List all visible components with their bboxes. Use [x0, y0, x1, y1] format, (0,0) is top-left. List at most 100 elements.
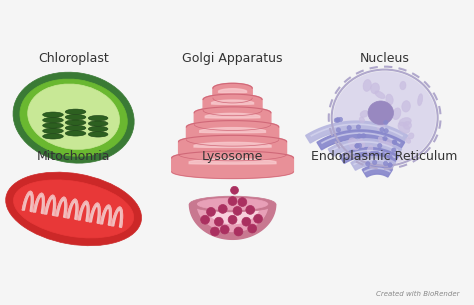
Ellipse shape	[378, 137, 385, 145]
Polygon shape	[78, 201, 89, 221]
Ellipse shape	[13, 180, 134, 238]
Ellipse shape	[248, 224, 256, 233]
Ellipse shape	[377, 122, 384, 130]
Ellipse shape	[384, 129, 388, 133]
Ellipse shape	[392, 140, 397, 144]
Ellipse shape	[338, 117, 343, 122]
Text: Nucleus: Nucleus	[360, 52, 410, 65]
Ellipse shape	[360, 110, 369, 117]
Polygon shape	[203, 94, 262, 116]
Ellipse shape	[408, 133, 414, 139]
Ellipse shape	[392, 148, 396, 152]
Ellipse shape	[383, 120, 388, 125]
Ellipse shape	[373, 151, 377, 156]
Ellipse shape	[357, 143, 362, 148]
Ellipse shape	[214, 217, 223, 226]
Polygon shape	[67, 199, 78, 219]
Ellipse shape	[334, 118, 338, 122]
Polygon shape	[213, 83, 252, 103]
Polygon shape	[194, 142, 271, 147]
Polygon shape	[351, 156, 395, 170]
Ellipse shape	[65, 109, 86, 114]
Polygon shape	[194, 107, 271, 131]
Ellipse shape	[336, 118, 340, 122]
Polygon shape	[200, 127, 265, 133]
Polygon shape	[34, 193, 44, 214]
Polygon shape	[339, 148, 399, 163]
Polygon shape	[179, 135, 287, 161]
Ellipse shape	[375, 152, 380, 156]
Ellipse shape	[43, 123, 64, 128]
Ellipse shape	[388, 163, 392, 167]
Ellipse shape	[373, 160, 377, 165]
Ellipse shape	[43, 134, 64, 139]
Ellipse shape	[405, 138, 410, 143]
Ellipse shape	[386, 139, 394, 146]
Ellipse shape	[13, 72, 134, 163]
Ellipse shape	[388, 155, 392, 159]
Ellipse shape	[358, 139, 365, 147]
Polygon shape	[317, 130, 405, 150]
Ellipse shape	[370, 151, 374, 156]
Polygon shape	[90, 203, 100, 223]
Ellipse shape	[355, 144, 359, 148]
Polygon shape	[328, 139, 401, 157]
Ellipse shape	[336, 128, 341, 132]
Ellipse shape	[368, 101, 393, 124]
Ellipse shape	[207, 207, 215, 216]
Polygon shape	[205, 204, 260, 224]
Ellipse shape	[246, 206, 255, 214]
Polygon shape	[22, 191, 33, 212]
Ellipse shape	[348, 138, 359, 150]
Text: Golgi Apparatus: Golgi Apparatus	[182, 52, 283, 65]
Polygon shape	[205, 113, 260, 118]
Ellipse shape	[365, 162, 370, 166]
Ellipse shape	[234, 227, 243, 236]
Ellipse shape	[254, 214, 263, 223]
Polygon shape	[100, 205, 111, 225]
Ellipse shape	[197, 198, 268, 210]
Ellipse shape	[201, 215, 210, 224]
Ellipse shape	[220, 225, 229, 234]
Polygon shape	[211, 100, 254, 104]
Ellipse shape	[65, 120, 86, 125]
Text: Mitochonria: Mitochonria	[37, 150, 110, 163]
Polygon shape	[362, 165, 392, 177]
Polygon shape	[172, 151, 293, 178]
Ellipse shape	[355, 144, 359, 148]
Ellipse shape	[381, 152, 385, 157]
Ellipse shape	[400, 81, 406, 90]
Ellipse shape	[65, 125, 86, 131]
Text: Created with BioRender: Created with BioRender	[376, 291, 459, 297]
Ellipse shape	[392, 108, 401, 120]
Ellipse shape	[231, 186, 238, 194]
Ellipse shape	[375, 91, 385, 99]
Ellipse shape	[88, 132, 108, 137]
Ellipse shape	[383, 161, 388, 166]
Ellipse shape	[392, 140, 397, 144]
Text: Endoplasmic Reticulum: Endoplasmic Reticulum	[311, 150, 458, 163]
Ellipse shape	[27, 84, 119, 149]
Ellipse shape	[359, 117, 365, 123]
Ellipse shape	[356, 125, 361, 129]
Ellipse shape	[402, 101, 410, 112]
Ellipse shape	[43, 128, 64, 134]
Ellipse shape	[65, 131, 86, 136]
Ellipse shape	[398, 122, 410, 133]
Ellipse shape	[362, 134, 366, 138]
Ellipse shape	[43, 112, 64, 117]
Polygon shape	[306, 121, 408, 143]
Ellipse shape	[233, 206, 242, 215]
Ellipse shape	[363, 80, 371, 92]
Text: Lysosome: Lysosome	[202, 150, 263, 163]
Ellipse shape	[65, 114, 86, 120]
Ellipse shape	[88, 121, 108, 126]
Ellipse shape	[219, 205, 227, 213]
Ellipse shape	[403, 121, 411, 129]
Polygon shape	[45, 195, 55, 216]
Polygon shape	[190, 204, 276, 239]
Ellipse shape	[88, 116, 108, 121]
Ellipse shape	[388, 163, 392, 167]
Ellipse shape	[242, 217, 251, 226]
Ellipse shape	[228, 215, 237, 224]
